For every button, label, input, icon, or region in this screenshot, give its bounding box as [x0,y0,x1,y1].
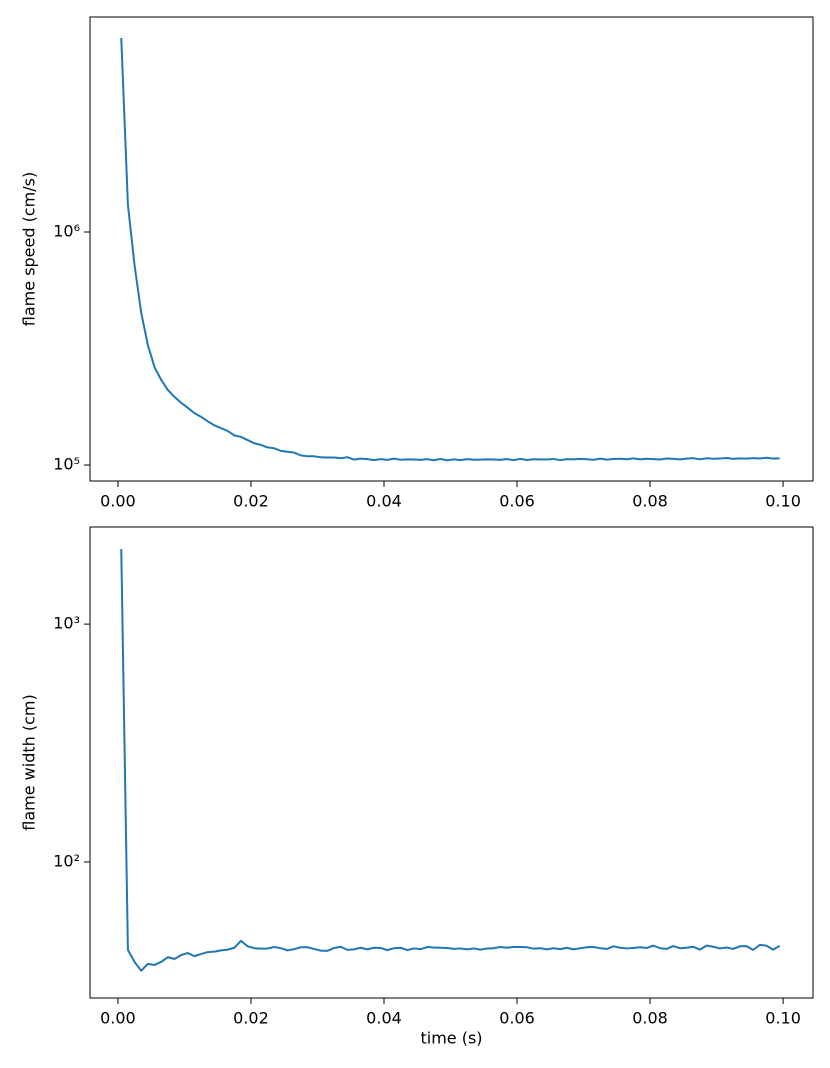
x-tick-label: 0.06 [499,492,535,511]
y-axis-label: flame speed (cm/s) [20,172,39,326]
y-tick-label: 10⁶ [53,222,80,241]
x-tick-label: 0.06 [499,1009,535,1028]
x-tick-label: 0.08 [632,492,668,511]
x-tick-label: 0.02 [233,492,269,511]
axes-frame [89,526,814,999]
x-tick-label: 0.10 [765,1009,801,1028]
line [120,549,781,972]
y-tick-label: 10³ [53,614,80,633]
x-axis-label: time (s) [420,1029,482,1048]
line [120,37,780,462]
y-tick-label: 10² [53,851,80,870]
x-tick-label: 0.00 [100,1009,136,1028]
y-axis-label: flame width (cm) [20,694,39,830]
y-tick-label: 10⁵ [53,455,80,474]
x-tick-label: 0.04 [366,492,402,511]
x-tick-label: 0.08 [632,1009,668,1028]
x-tick-label: 0.04 [366,1009,402,1028]
x-tick-label: 0.02 [233,1009,269,1028]
x-tick-label: 0.10 [765,492,801,511]
axes-frame [89,16,814,482]
x-tick-label: 0.00 [100,492,136,511]
